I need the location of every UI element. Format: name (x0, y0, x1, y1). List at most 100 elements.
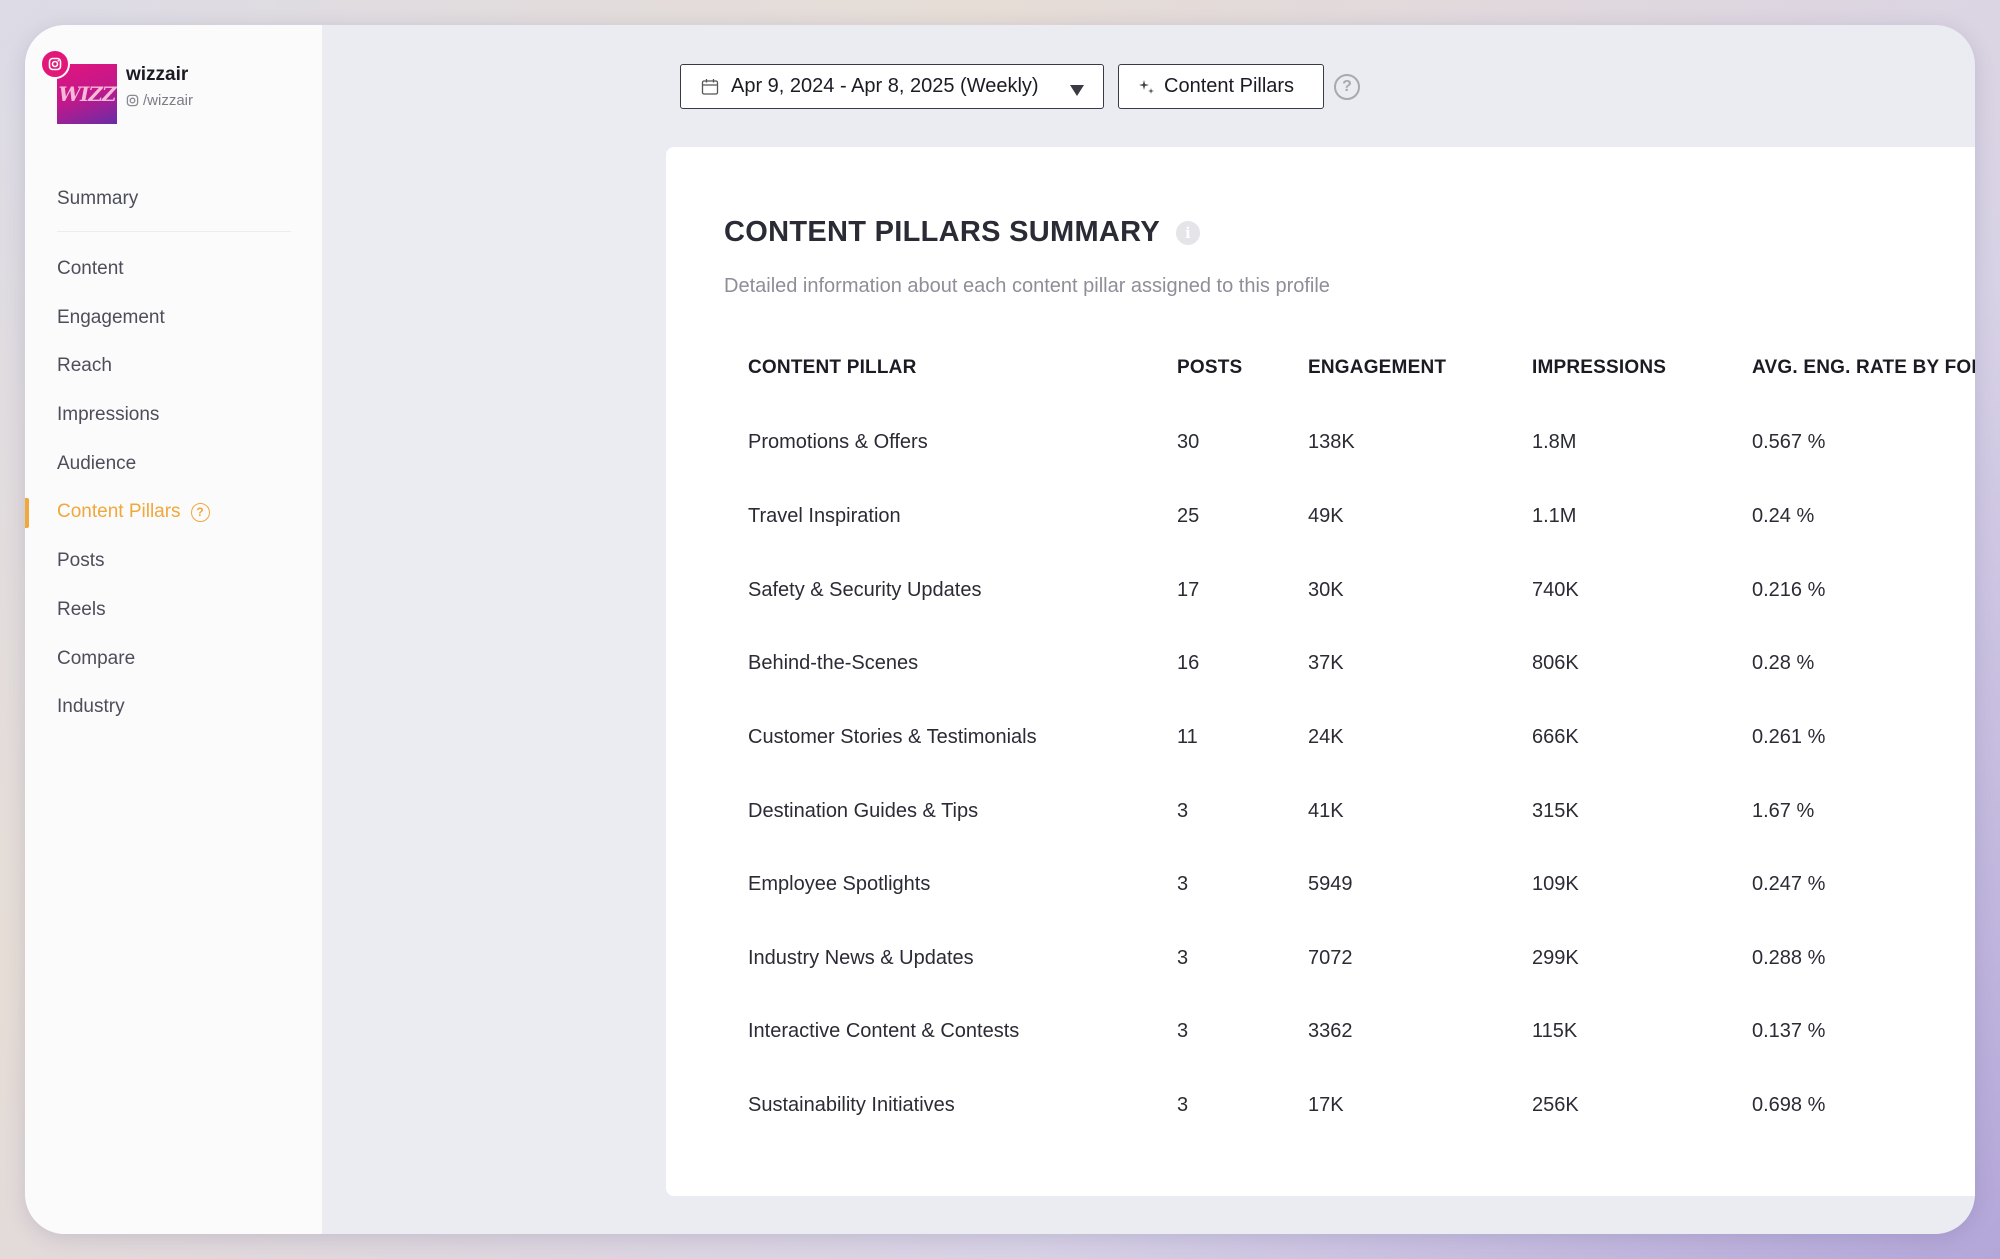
sidebar-item-label: Compare (57, 647, 136, 669)
cell-pillar: Travel Inspiration (748, 505, 901, 528)
sidebar-item-label: Content (57, 258, 124, 280)
table-row[interactable]: Employee Spotlights 3 5949 109K 0.247 % (748, 848, 1975, 922)
column-header-engagement[interactable]: ENGAGEMENT (1308, 357, 1447, 378)
app-window: WIZZ wizzair /wizzair Summary (25, 25, 1975, 1234)
main-content: Apr 9, 2024 - Apr 8, 2025 (Weekly) Conte… (323, 25, 1975, 1234)
cell-engagement: 49K (1308, 505, 1344, 528)
sidebar-item-impressions[interactable]: Impressions (25, 391, 323, 440)
sidebar-item-label: Impressions (57, 404, 160, 426)
info-icon[interactable]: i (1175, 220, 1200, 245)
column-header-avg-eng-rate[interactable]: AVG. ENG. RATE BY FOLLOWERS (1752, 357, 1975, 378)
cell-impressions: 1.1M (1532, 505, 1577, 528)
cell-engagement: 24K (1308, 726, 1344, 749)
cell-pillar: Safety & Security Updates (748, 578, 982, 601)
sidebar-item-label: Posts (57, 550, 105, 572)
sidebar-item-posts[interactable]: Posts (25, 537, 323, 586)
sidebar-item-audience[interactable]: Audience (25, 439, 323, 488)
cell-impressions: 109K (1532, 873, 1579, 896)
sidebar-item-reach[interactable]: Reach (25, 342, 323, 391)
cell-avg-eng-rate: 0.288 % (1752, 946, 1826, 969)
sidebar-item-compare[interactable]: Compare (25, 634, 323, 683)
sidebar-divider (57, 230, 291, 232)
cell-posts: 25 (1177, 505, 1200, 528)
sidebar-item-engagement[interactable]: Engagement (25, 293, 323, 342)
card-title: CONTENT PILLARS SUMMARY (724, 216, 1160, 248)
avatar-logo-text: WIZZ (58, 82, 116, 106)
sidebar-item-label: Reels (57, 598, 106, 620)
sparkle-icon (1139, 78, 1155, 96)
table-row[interactable]: Destination Guides & Tips 3 41K 315K 1.6… (748, 774, 1975, 848)
table-row[interactable]: Industry News & Updates 3 7072 299K 0.28… (748, 922, 1975, 996)
column-header-posts[interactable]: POSTS (1177, 357, 1243, 378)
table-row[interactable]: Sustainability Initiatives 3 17K 256K 0.… (748, 1069, 1975, 1143)
cell-engagement: 17K (1308, 1094, 1344, 1117)
sidebar-item-label: Audience (57, 452, 137, 474)
cell-engagement: 7072 (1308, 946, 1353, 969)
date-range-label: Apr 9, 2024 - Apr 8, 2025 (Weekly) (731, 75, 1039, 97)
chevron-down-icon (1069, 80, 1085, 103)
content-pillars-card: CONTENT PILLARS SUMMARY i Detailed infor… (666, 147, 1975, 1196)
cell-pillar: Destination Guides & Tips (748, 799, 979, 822)
instagram-icon (40, 49, 70, 79)
cell-engagement: 41K (1308, 799, 1344, 822)
cell-posts: 3 (1177, 873, 1189, 896)
column-header-impressions[interactable]: IMPRESSIONS (1532, 357, 1667, 378)
content-pillars-button[interactable]: Content Pillars (1118, 64, 1324, 109)
sidebar-item-label: Summary (57, 188, 139, 210)
avatar: WIZZ (57, 64, 117, 124)
cell-impressions: 806K (1532, 652, 1579, 675)
profile-name: wizzair (126, 64, 189, 85)
cell-posts: 3 (1177, 1094, 1189, 1117)
cell-posts: 11 (1177, 726, 1198, 749)
calendar-icon (701, 78, 719, 96)
cell-avg-eng-rate: 0.216 % (1752, 578, 1826, 601)
profile-handle-row: /wizzair (126, 92, 193, 109)
cell-posts: 16 (1177, 652, 1200, 675)
column-header-content-pillar[interactable]: CONTENT PILLAR (748, 357, 917, 378)
cell-pillar: Behind-the-Scenes (748, 652, 919, 675)
table-row[interactable]: Travel Inspiration 25 49K 1.1M 0.24 % (748, 480, 1975, 554)
sidebar-item-label: Industry (57, 696, 125, 718)
profile-header[interactable]: WIZZ wizzair /wizzair (40, 49, 317, 145)
cell-pillar: Employee Spotlights (748, 873, 931, 896)
table-row[interactable]: Behind-the-Scenes 16 37K 806K 0.28 % (748, 627, 1975, 701)
table-row[interactable]: Customer Stories & Testimonials 11 24K 6… (748, 701, 1975, 775)
cell-avg-eng-rate: 0.261 % (1752, 726, 1826, 749)
table-row[interactable]: Interactive Content & Contests 3 3362 11… (748, 995, 1975, 1069)
cell-avg-eng-rate: 0.567 % (1752, 430, 1826, 453)
instagram-small-icon (126, 94, 139, 107)
cell-posts: 3 (1177, 799, 1189, 822)
sidebar-item-summary[interactable]: Summary (25, 175, 323, 224)
sidebar-item-label: Content Pillars (57, 501, 181, 523)
sidebar-item-label: Reach (57, 355, 112, 377)
cell-avg-eng-rate: 1.67 % (1752, 799, 1815, 822)
cell-posts: 3 (1177, 946, 1189, 969)
card-subtitle: Detailed information about each content … (724, 275, 1330, 297)
cell-engagement: 30K (1308, 578, 1344, 601)
cell-avg-eng-rate: 0.24 % (1752, 505, 1815, 528)
cell-avg-eng-rate: 0.698 % (1752, 1094, 1826, 1117)
cell-impressions: 299K (1532, 946, 1579, 969)
help-icon[interactable]: ? (1334, 73, 1360, 100)
sidebar-item-content[interactable]: Content (25, 245, 323, 294)
table-row[interactable]: Promotions & Offers 30 138K 1.8M 0.567 % (748, 390, 1975, 480)
toolbar: Apr 9, 2024 - Apr 8, 2025 (Weekly) Conte… (680, 64, 1360, 109)
sidebar-item-content-pillars[interactable]: Content Pillars ? (25, 488, 323, 537)
cell-avg-eng-rate: 0.247 % (1752, 873, 1826, 896)
table-row[interactable]: Safety & Security Updates 17 30K 740K 0.… (748, 554, 1975, 628)
sidebar-item-reels[interactable]: Reels (25, 586, 323, 635)
cell-avg-eng-rate: 0.28 % (1752, 652, 1815, 675)
sidebar: WIZZ wizzair /wizzair Summary (25, 25, 323, 1234)
cell-pillar: Customer Stories & Testimonials (748, 726, 1037, 749)
cell-pillar: Interactive Content & Contests (748, 1020, 1020, 1043)
content-pillars-label: Content Pillars (1164, 75, 1295, 97)
cell-posts: 17 (1177, 578, 1200, 601)
content-pillars-table: CONTENT PILLAR POSTS ENGAGEMENT IMPRESSI… (748, 350, 1975, 1142)
sidebar-item-industry[interactable]: Industry (25, 683, 323, 732)
date-range-select[interactable]: Apr 9, 2024 - Apr 8, 2025 (Weekly) (680, 64, 1104, 109)
cell-pillar: Industry News & Updates (748, 946, 974, 969)
cell-engagement: 3362 (1308, 1020, 1353, 1043)
cell-pillar: Sustainability Initiatives (748, 1094, 955, 1117)
help-icon[interactable]: ? (190, 502, 210, 522)
cell-engagement: 37K (1308, 652, 1344, 675)
